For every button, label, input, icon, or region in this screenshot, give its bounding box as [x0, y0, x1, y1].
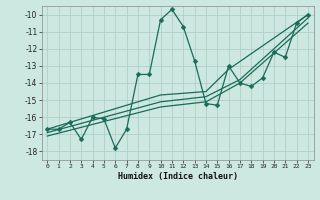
- X-axis label: Humidex (Indice chaleur): Humidex (Indice chaleur): [118, 172, 237, 181]
